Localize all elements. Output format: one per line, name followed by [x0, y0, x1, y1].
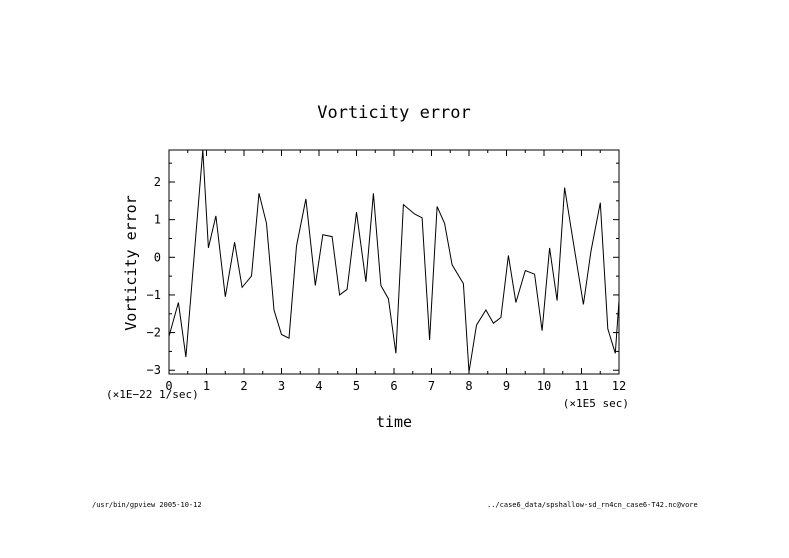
- x-tick-label: 11: [574, 379, 588, 393]
- x-tick-label: 10: [537, 379, 551, 393]
- x-tick-label: 9: [503, 379, 510, 393]
- footer-left-text: /usr/bin/gpview 2005-10-12: [92, 501, 202, 509]
- plot-frame: [168, 149, 620, 375]
- footer-right-text: ../case6_data/spshallow-sd_rn4cn_case6-T…: [487, 501, 698, 509]
- series-line: [168, 149, 620, 373]
- y-axis-label: Vorticity error: [122, 195, 140, 330]
- y-unit-label: (×1E−22 1/sec): [106, 388, 199, 401]
- x-tick-label: 4: [315, 379, 322, 393]
- y-tick-label: −1: [147, 288, 161, 302]
- y-tick-label: 1: [154, 213, 161, 227]
- x-unit-label: (×1E5 sec): [563, 397, 629, 410]
- x-tick-label: 6: [390, 379, 397, 393]
- chart-title: Vorticity error: [317, 103, 471, 123]
- x-tick-label: 8: [465, 379, 472, 393]
- y-tick-label: 0: [154, 250, 161, 264]
- x-tick-label: 0: [165, 379, 172, 393]
- x-tick-label: 7: [428, 379, 435, 393]
- x-tick-label: 3: [278, 379, 285, 393]
- x-tick-label: 12: [612, 379, 626, 393]
- x-tick-label: 1: [203, 379, 210, 393]
- y-tick-label: −3: [147, 363, 161, 377]
- x-tick-label: 2: [240, 379, 247, 393]
- x-axis-label: time: [376, 413, 412, 431]
- y-tick-label: 2: [154, 175, 161, 189]
- y-tick-label: −2: [147, 326, 161, 340]
- x-tick-label: 5: [353, 379, 360, 393]
